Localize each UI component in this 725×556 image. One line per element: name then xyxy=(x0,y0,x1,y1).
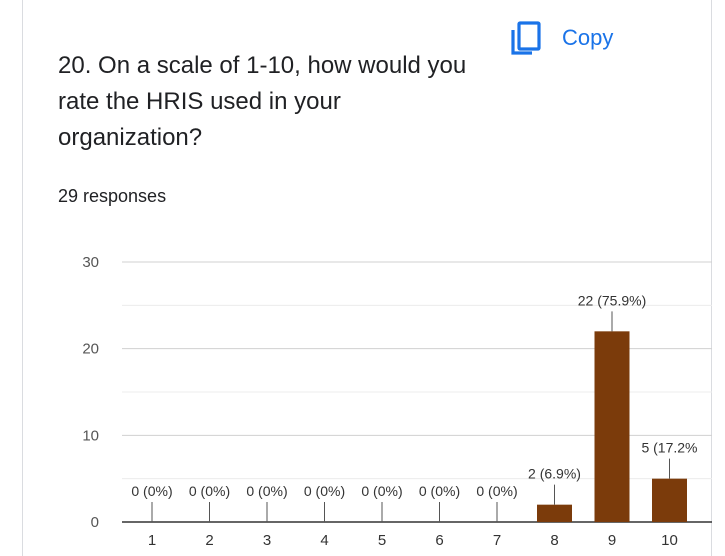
data-label-7: 0 (0%) xyxy=(476,483,517,499)
x-tick-label-10: 10 xyxy=(661,532,678,549)
copy-button[interactable]: Copy xyxy=(510,20,613,56)
bar-10 xyxy=(652,478,687,522)
data-label-5: 0 (0%) xyxy=(361,483,402,499)
question-title: 20. On a scale of 1-10, how would you ra… xyxy=(58,52,467,151)
x-tick-label-6: 6 xyxy=(435,532,443,549)
bar-8 xyxy=(537,504,572,522)
bar-9 xyxy=(594,331,630,522)
x-tick-label-4: 4 xyxy=(320,532,328,549)
y-tick-label: 10 xyxy=(82,427,99,444)
x-tick-label-5: 5 xyxy=(378,532,386,549)
response-count: 29 responses xyxy=(58,186,167,206)
copy-icon xyxy=(511,21,541,55)
x-tick-label-1: 1 xyxy=(148,532,156,549)
data-label-4: 0 (0%) xyxy=(304,483,345,499)
question-card xyxy=(22,0,712,556)
y-tick-label: 20 xyxy=(82,341,99,358)
y-tick-label: 30 xyxy=(82,254,99,271)
data-label-1: 0 (0%) xyxy=(131,483,172,499)
y-tick-label: 0 xyxy=(91,514,99,531)
x-tick-label-8: 8 xyxy=(550,532,558,549)
copy-label: Copy xyxy=(562,25,614,50)
data-label-3: 0 (0%) xyxy=(246,483,287,499)
data-label-9: 22 (75.9%) xyxy=(578,292,646,308)
x-tick-label-7: 7 xyxy=(493,532,501,549)
x-tick-label-3: 3 xyxy=(263,532,271,549)
x-tick-label-9: 9 xyxy=(608,532,616,549)
data-label-6: 0 (0%) xyxy=(419,483,460,499)
data-label-2: 0 (0%) xyxy=(189,483,230,499)
data-label-8: 2 (6.9%) xyxy=(528,466,581,482)
x-tick-label-2: 2 xyxy=(205,532,213,549)
data-label-10: 5 (17.2% xyxy=(641,440,697,456)
